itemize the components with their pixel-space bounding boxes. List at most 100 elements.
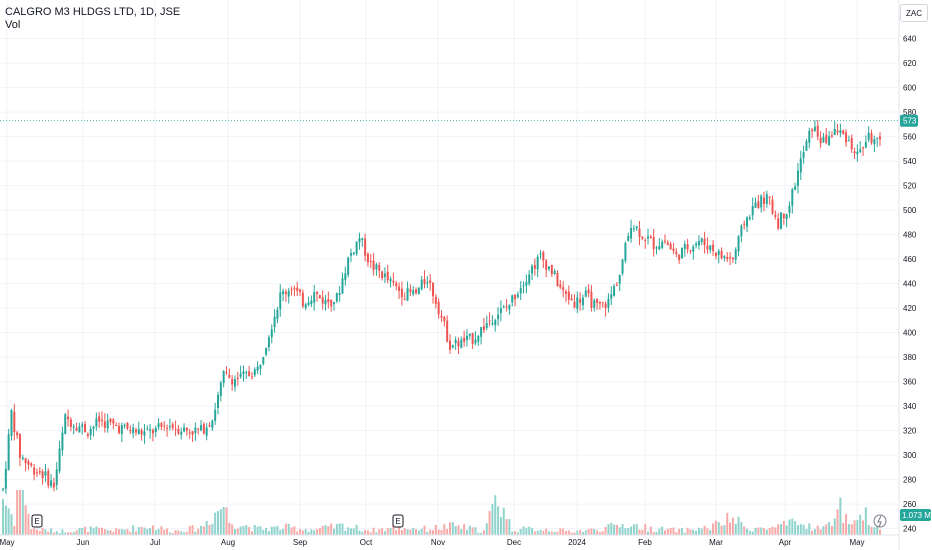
candle-body[interactable] bbox=[446, 320, 449, 342]
candle-body[interactable] bbox=[757, 201, 760, 208]
candle-body[interactable] bbox=[709, 245, 712, 251]
candle-body[interactable] bbox=[689, 250, 692, 252]
candle-body[interactable] bbox=[813, 126, 816, 132]
candle-body[interactable] bbox=[463, 337, 466, 342]
candle-body[interactable] bbox=[830, 135, 833, 137]
candle-body[interactable] bbox=[239, 373, 242, 377]
candle-body[interactable] bbox=[332, 302, 335, 304]
candle-body[interactable] bbox=[364, 238, 367, 256]
candle-body[interactable] bbox=[748, 217, 751, 219]
candle-body[interactable] bbox=[731, 257, 734, 260]
candle-body[interactable] bbox=[564, 291, 567, 294]
candle-body[interactable] bbox=[177, 428, 180, 434]
candle-body[interactable] bbox=[248, 371, 251, 376]
candle-body[interactable] bbox=[101, 419, 104, 422]
candle-body[interactable] bbox=[321, 297, 324, 304]
candle-body[interactable] bbox=[528, 274, 531, 284]
candle-body[interactable] bbox=[98, 416, 101, 422]
candle-body[interactable] bbox=[601, 302, 604, 304]
candle-body[interactable] bbox=[581, 297, 584, 306]
candle-body[interactable] bbox=[587, 289, 590, 294]
candle-body[interactable] bbox=[143, 431, 146, 436]
candle-body[interactable] bbox=[338, 293, 341, 295]
candle-body[interactable] bbox=[256, 366, 259, 371]
candle-body[interactable] bbox=[67, 416, 70, 420]
candle-body[interactable] bbox=[443, 316, 446, 322]
candle-body[interactable] bbox=[386, 271, 389, 280]
candle-body[interactable] bbox=[400, 288, 403, 298]
candle-body[interactable] bbox=[403, 299, 406, 301]
candle-body[interactable] bbox=[825, 134, 828, 143]
candle-body[interactable] bbox=[723, 256, 726, 259]
candle-body[interactable] bbox=[134, 429, 137, 433]
candle-body[interactable] bbox=[27, 461, 30, 465]
candle-body[interactable] bbox=[106, 420, 109, 429]
candle-body[interactable] bbox=[310, 300, 313, 305]
candle-body[interactable] bbox=[188, 432, 191, 434]
candle-body[interactable] bbox=[596, 298, 599, 303]
candle-body[interactable] bbox=[448, 340, 451, 350]
candle-body[interactable] bbox=[304, 304, 307, 308]
candle-body[interactable] bbox=[341, 278, 344, 294]
candle-body[interactable] bbox=[228, 374, 231, 378]
candle-body[interactable] bbox=[635, 226, 638, 229]
candle-body[interactable] bbox=[649, 236, 652, 239]
candle-body[interactable] bbox=[457, 341, 460, 347]
candle-body[interactable] bbox=[802, 152, 805, 159]
candle-body[interactable] bbox=[146, 428, 149, 430]
candle-body[interactable] bbox=[465, 335, 468, 341]
candle-body[interactable] bbox=[579, 298, 582, 303]
candle-body[interactable] bbox=[870, 133, 873, 143]
candle-body[interactable] bbox=[630, 228, 633, 239]
candle-body[interactable] bbox=[276, 309, 279, 320]
candle-body[interactable] bbox=[313, 292, 316, 303]
candle-body[interactable] bbox=[853, 151, 856, 154]
candle-body[interactable] bbox=[468, 333, 471, 336]
candle-body[interactable] bbox=[64, 414, 67, 435]
candle-body[interactable] bbox=[706, 245, 709, 250]
candle-body[interactable] bbox=[284, 291, 287, 295]
earnings-marker[interactable] bbox=[392, 514, 404, 528]
candle-body[interactable] bbox=[627, 236, 630, 242]
candle-body[interactable] bbox=[451, 345, 454, 348]
candle-body[interactable] bbox=[777, 218, 780, 229]
candle-body[interactable] bbox=[109, 418, 112, 422]
candle-body[interactable] bbox=[437, 301, 440, 315]
candle-body[interactable] bbox=[4, 468, 7, 489]
candle-body[interactable] bbox=[499, 308, 502, 314]
candle-body[interactable] bbox=[307, 302, 310, 305]
candle-body[interactable] bbox=[75, 427, 78, 431]
candle-body[interactable] bbox=[661, 241, 664, 248]
candle-body[interactable] bbox=[381, 271, 384, 279]
candle-body[interactable] bbox=[485, 322, 488, 329]
candle-body[interactable] bbox=[652, 237, 655, 250]
candle-body[interactable] bbox=[352, 252, 355, 254]
candle-body[interactable] bbox=[157, 423, 160, 428]
candle-body[interactable] bbox=[879, 136, 881, 140]
candle-body[interactable] bbox=[760, 195, 763, 208]
candle-body[interactable] bbox=[211, 420, 214, 429]
candle-body[interactable] bbox=[174, 428, 177, 430]
candle-body[interactable] bbox=[432, 282, 435, 297]
candle-body[interactable] bbox=[132, 427, 135, 434]
candle-body[interactable] bbox=[703, 238, 706, 246]
candle-body[interactable] bbox=[799, 158, 802, 173]
candle-body[interactable] bbox=[151, 429, 154, 434]
candle-body[interactable] bbox=[389, 278, 392, 282]
candle-body[interactable] bbox=[369, 260, 372, 263]
candle-body[interactable] bbox=[480, 327, 483, 337]
candle-body[interactable] bbox=[842, 130, 845, 135]
candle-body[interactable] bbox=[129, 429, 132, 432]
candle-body[interactable] bbox=[398, 286, 401, 291]
candle-body[interactable] bbox=[763, 197, 766, 204]
candle-body[interactable] bbox=[836, 130, 839, 133]
candle-body[interactable] bbox=[160, 423, 163, 427]
candle-body[interactable] bbox=[259, 364, 262, 369]
candle-body[interactable] bbox=[539, 253, 542, 255]
candle-body[interactable] bbox=[774, 214, 777, 217]
candle-body[interactable] bbox=[301, 292, 304, 307]
candle-body[interactable] bbox=[270, 329, 273, 338]
candle-body[interactable] bbox=[219, 382, 222, 397]
candle-body[interactable] bbox=[559, 284, 562, 288]
candle-body[interactable] bbox=[531, 266, 534, 274]
